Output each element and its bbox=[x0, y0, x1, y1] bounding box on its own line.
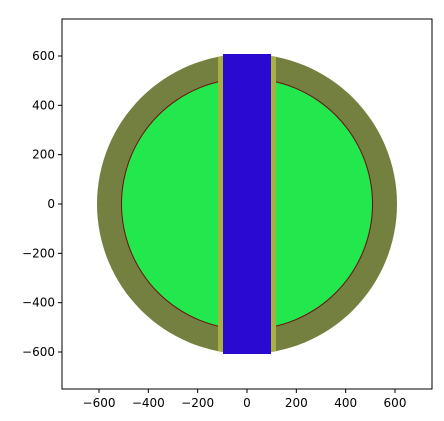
left-strip bbox=[218, 54, 223, 354]
x-tick-label: 200 bbox=[285, 396, 308, 410]
right-strip bbox=[271, 54, 276, 354]
y-tick-label: −200 bbox=[22, 246, 55, 260]
y-tick-label: 600 bbox=[32, 49, 55, 63]
y-tick-label: −600 bbox=[22, 345, 55, 359]
y-tick-label: 400 bbox=[32, 98, 55, 112]
x-tick-label: 0 bbox=[243, 396, 251, 410]
x-tick-label: 400 bbox=[334, 396, 357, 410]
geometry-image bbox=[97, 54, 397, 354]
y-tick-label: −400 bbox=[22, 296, 55, 310]
center-bar bbox=[223, 54, 271, 354]
x-tick-label: −200 bbox=[181, 396, 214, 410]
x-tick-label: −400 bbox=[132, 396, 165, 410]
x-tick-label: −600 bbox=[83, 396, 116, 410]
x-tick-label: 600 bbox=[384, 396, 407, 410]
y-tick-label: 200 bbox=[32, 148, 55, 162]
y-tick-label: 0 bbox=[47, 197, 55, 211]
